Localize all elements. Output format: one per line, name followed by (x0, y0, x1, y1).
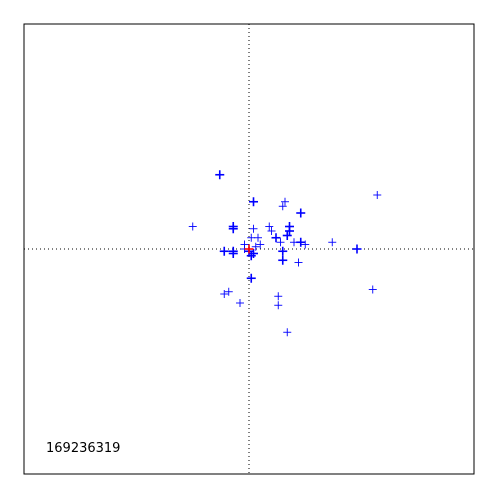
data-point (254, 233, 262, 242)
data-point (278, 202, 287, 211)
data-point (373, 191, 382, 199)
data-point (282, 231, 292, 240)
data-point (281, 197, 289, 206)
data-point (368, 285, 377, 294)
data-point (328, 238, 337, 247)
data-point (246, 251, 256, 261)
data-point (249, 224, 258, 233)
sample-id-label: 169236319 (46, 441, 120, 456)
data-point (228, 224, 238, 234)
data-point (278, 255, 288, 265)
data-point (296, 237, 306, 247)
data-point (246, 273, 256, 283)
data-point (352, 244, 362, 254)
data-point (215, 170, 225, 180)
data-point (274, 292, 283, 301)
data-point (296, 208, 306, 218)
data-point (220, 290, 229, 298)
data-point (236, 299, 244, 307)
data-point (276, 238, 285, 247)
data-point (251, 242, 260, 251)
data-point (228, 249, 238, 258)
data-point (301, 240, 310, 249)
data-point (219, 246, 229, 256)
data-point (283, 328, 292, 337)
scatter-points (188, 170, 382, 337)
data-point (249, 197, 258, 207)
data-point (265, 222, 274, 231)
data-point (274, 301, 283, 310)
data-point (247, 233, 256, 242)
data-point (224, 287, 233, 296)
data-point (267, 227, 276, 235)
data-point (188, 222, 197, 231)
data-point (271, 233, 281, 243)
data-point (278, 246, 288, 256)
data-point (294, 258, 303, 267)
data-point (256, 240, 265, 249)
highlight-point (244, 244, 254, 254)
